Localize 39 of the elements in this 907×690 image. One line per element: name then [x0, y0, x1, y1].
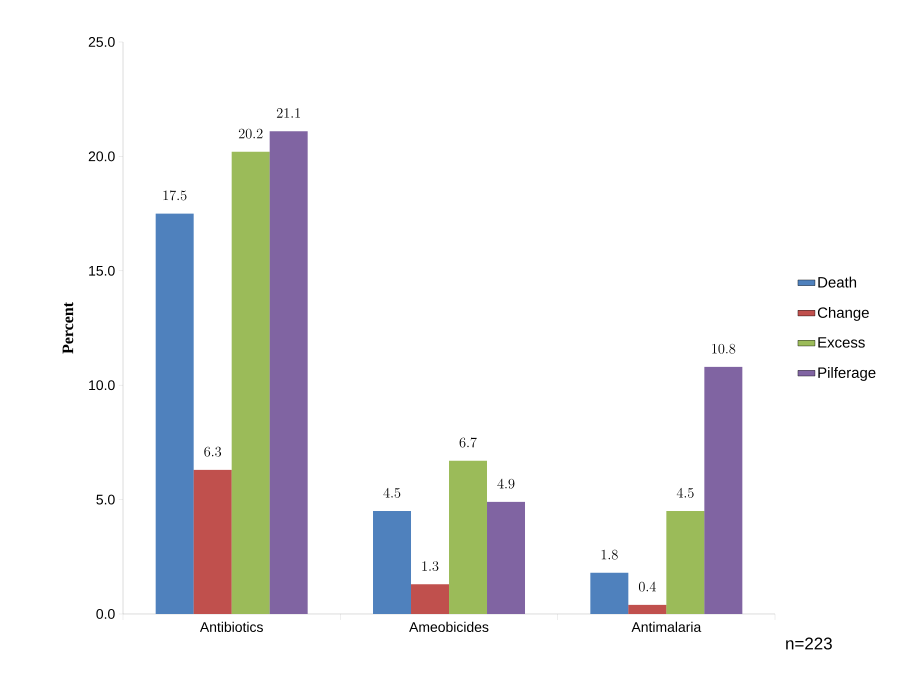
y-axis-title: Percent [62, 302, 74, 354]
data-label: 1 .8 [602, 550, 618, 560]
y-tick-label: 20.0 [88, 151, 115, 162]
legend-label: Change [818, 306, 869, 321]
data-label: 20.2 [238, 128, 262, 139]
y-tick-label: 5.0 [96, 494, 115, 505]
legend-label: Pilferage [818, 367, 876, 381]
bar [373, 511, 412, 614]
text: n=223 [786, 638, 832, 650]
bar [232, 152, 270, 614]
bar [194, 470, 232, 614]
y-tick-label: 15.0 [89, 266, 115, 276]
x-tick-label: Antibiotics [200, 622, 263, 632]
bar [666, 511, 704, 614]
legend-label: Excess [818, 337, 865, 348]
y-tick-label: 25.0 [88, 37, 115, 47]
bar [270, 131, 308, 614]
bar [449, 460, 488, 614]
data-label: 4.9 [497, 478, 514, 489]
data-label: 10.8 [712, 344, 736, 354]
data-label: 21 . 1 [276, 108, 300, 118]
bar [628, 604, 666, 614]
x-tick-label: Antimalaria [631, 622, 702, 632]
data-label: 6.7 [460, 437, 477, 448]
data-label: 4.5 [676, 488, 694, 498]
x-tick-label: Ameobicides [409, 622, 488, 632]
data-label: 17.5 [164, 190, 186, 200]
data-label: 1 .3 [422, 561, 438, 572]
bar [411, 584, 450, 614]
data-label: 4.5 [383, 488, 400, 498]
y-tick-label: 0.0 [96, 609, 115, 619]
y-tick-label: 10.0 [89, 380, 115, 390]
data-label: 6.3 [204, 446, 222, 457]
bar [590, 572, 628, 614]
legend-label: Death [818, 276, 856, 288]
bar [487, 502, 526, 614]
bar [156, 214, 194, 614]
data-label: 0.4 [638, 582, 656, 592]
bar [704, 366, 742, 614]
